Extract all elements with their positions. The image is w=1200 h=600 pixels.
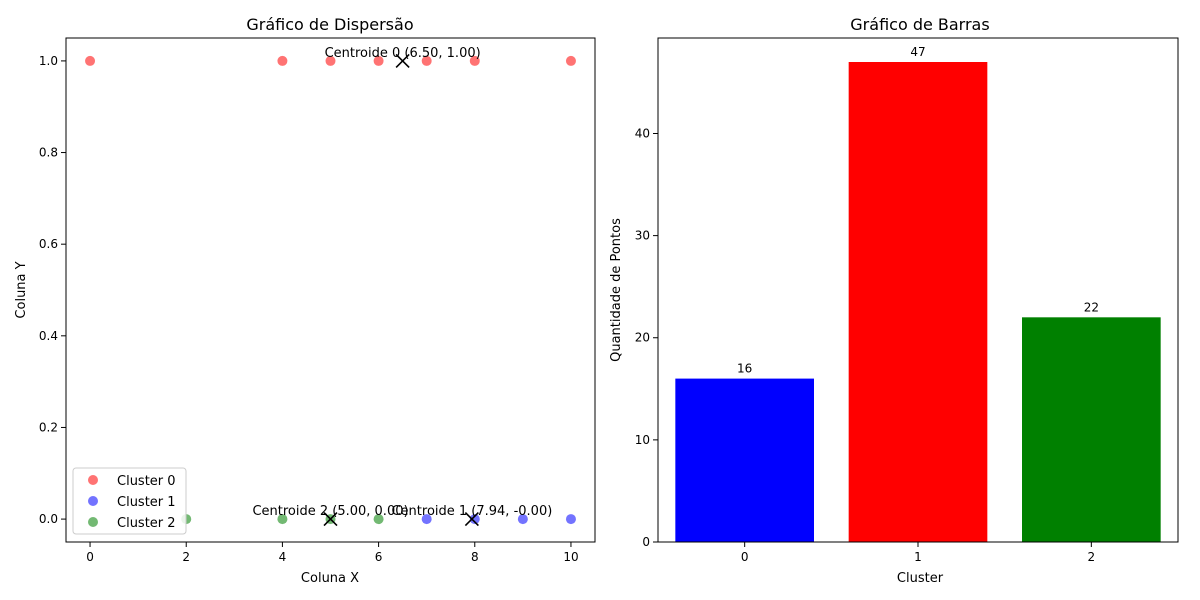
bar-ylabel: Quantidade de Pontos <box>609 218 624 362</box>
bar-y-tick-label: 20 <box>635 331 650 345</box>
scatter-legend: Cluster 0 Cluster 1 Cluster 2 <box>72 467 187 535</box>
bar <box>848 62 988 542</box>
centroid-marker <box>395 53 410 68</box>
bar <box>1022 317 1161 542</box>
scatter-xlabel: Coluna X <box>301 571 359 586</box>
scatter-point <box>85 55 96 66</box>
scatter-point <box>277 514 288 525</box>
centroid-marker <box>464 512 479 527</box>
scatter-y-tick-label: 0.0 <box>39 512 58 526</box>
bar-value-label: 47 <box>910 45 925 59</box>
scatter-point <box>565 55 576 66</box>
scatter-point <box>421 514 432 525</box>
scatter-point <box>373 514 384 525</box>
scatter-point <box>277 55 288 66</box>
scatter-x-tick-label: 6 <box>375 550 383 564</box>
scatter-title: Gráfico de Dispersão <box>246 15 413 34</box>
scatter-axes-frame <box>65 37 596 543</box>
scatter-chart: Gráfico de Dispersão Centroide 0 (6.50, … <box>14 15 596 586</box>
scatter-point <box>373 55 384 66</box>
scatter-x-tick-label: 4 <box>279 550 287 564</box>
scatter-x-tick-label: 2 <box>182 550 190 564</box>
legend-marker <box>88 496 98 506</box>
bar-y-tick-label: 0 <box>642 535 650 549</box>
scatter-marks: Centroide 0 (6.50, 1.00) Centroide 1 (7.9… <box>85 46 576 527</box>
bar-xlabel: Cluster <box>897 571 944 586</box>
scatter-point <box>325 55 336 66</box>
legend-marker <box>88 475 98 485</box>
centroid-label: Centroide 2 (5.00, 0.00) <box>252 504 408 519</box>
scatter-point <box>421 55 432 66</box>
scatter-y-tick-label: 1.0 <box>39 54 58 68</box>
bar <box>675 378 814 542</box>
centroid-label: Centroide 1 (7.94, -0.00) <box>391 504 552 519</box>
bar-x-tick-label: 0 <box>741 550 749 564</box>
bar-value-label: 22 <box>1084 300 1099 314</box>
bar-x-tick-label: 1 <box>914 550 922 564</box>
centroid-label: Centroide 0 (6.50, 1.00) <box>325 46 481 61</box>
scatter-point <box>469 514 480 525</box>
scatter-y-tick-label: 0.4 <box>39 329 58 343</box>
legend-marker <box>88 517 98 527</box>
bar-y-tick-label: 30 <box>635 229 650 243</box>
scatter-x-tick-label: 10 <box>563 550 578 564</box>
legend-box <box>72 467 187 535</box>
scatter-ylabel: Coluna Y <box>14 261 29 318</box>
legend-entry: Cluster 1 <box>117 495 176 510</box>
scatter-ticks: 0 2 4 6 8 10 0.0 0.2 0.4 0.6 0.8 1.0 <box>39 54 579 564</box>
legend-entry: Cluster 2 <box>117 516 176 531</box>
centroid-marker <box>323 512 338 527</box>
scatter-point <box>517 514 528 525</box>
bar-marks: 16 47 22 <box>675 45 1161 542</box>
bar-x-tick-label: 2 <box>1088 550 1096 564</box>
scatter-y-tick-label: 0.6 <box>39 237 58 251</box>
bar-title: Gráfico de Barras <box>850 15 989 34</box>
bar-y-tick-label: 10 <box>635 433 650 447</box>
scatter-point <box>469 55 480 66</box>
scatter-y-tick-label: 0.2 <box>39 420 58 434</box>
scatter-x-tick-label: 0 <box>86 550 94 564</box>
scatter-point <box>565 514 576 525</box>
bar-value-label: 16 <box>737 362 752 376</box>
scatter-y-tick-label: 0.8 <box>39 146 58 160</box>
scatter-x-tick-label: 8 <box>471 550 479 564</box>
bar-y-tick-label: 40 <box>635 126 650 140</box>
legend-entry: Cluster 0 <box>117 474 176 489</box>
